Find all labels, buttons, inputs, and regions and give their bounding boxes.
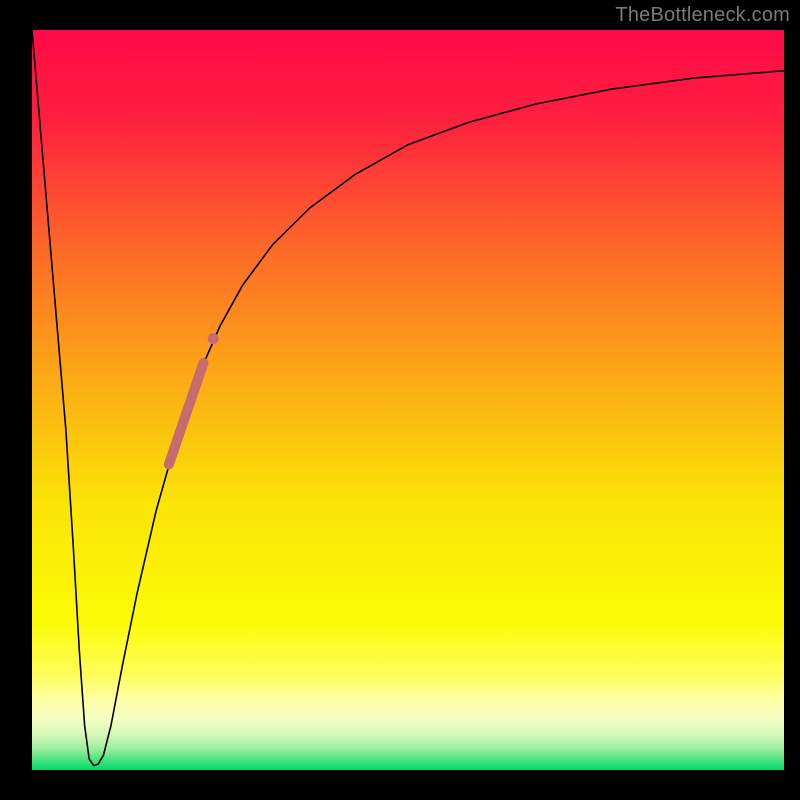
- bottleneck-curve: [32, 30, 784, 766]
- plot-area: [32, 30, 784, 770]
- figure-root: TheBottleneck.com: [0, 0, 800, 800]
- highlight-dot: [208, 333, 219, 344]
- curve-layer: [32, 30, 784, 770]
- highlight-segment: [169, 363, 204, 464]
- watermark-text: TheBottleneck.com: [615, 4, 790, 27]
